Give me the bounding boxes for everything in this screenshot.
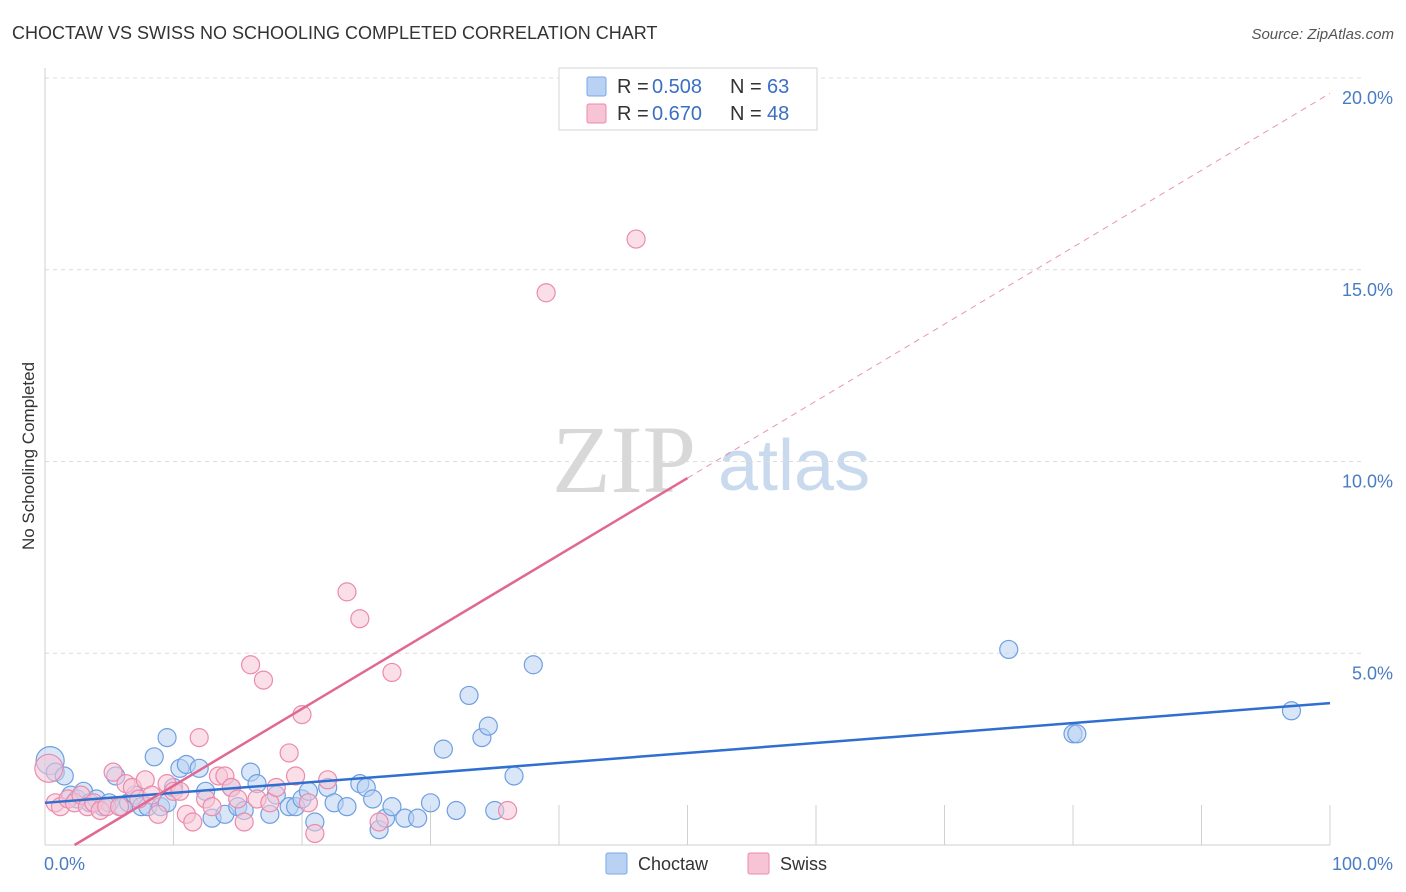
x-tick-labels: 0.0% 100.0% bbox=[44, 854, 1393, 874]
trend-lines bbox=[44, 92, 1331, 847]
swiss-point-35 bbox=[266, 777, 286, 798]
choctaw-point-16 bbox=[144, 747, 164, 767]
swiss-point-44 bbox=[369, 812, 389, 832]
legend-n-value-swiss: 48 bbox=[767, 103, 789, 125]
swiss-point-39 bbox=[298, 793, 319, 813]
scatter-points bbox=[34, 229, 1302, 844]
swiss-point-36 bbox=[279, 743, 299, 763]
swiss-point-30 bbox=[234, 812, 254, 832]
bottom-legend-swatch-choctaw bbox=[605, 852, 628, 875]
swiss-point-23 bbox=[189, 728, 209, 748]
choctaw-point-58 bbox=[157, 728, 177, 748]
y-tick-label-3: 20.0% bbox=[1342, 88, 1393, 108]
watermark-atlas: atlas bbox=[718, 426, 870, 506]
legend-r-label-choctaw: R = bbox=[617, 76, 649, 98]
bottom-legend-label-swiss: Swiss bbox=[780, 854, 827, 874]
choctaw-point-54 bbox=[478, 716, 498, 736]
swiss-point-47 bbox=[536, 283, 556, 303]
choctaw-point-51 bbox=[446, 800, 466, 821]
swiss-point-17 bbox=[148, 804, 168, 824]
bottom-legend-label-choctaw: Choctaw bbox=[638, 854, 709, 874]
watermark-zip: ZIP bbox=[552, 406, 696, 513]
x-tick-label-min: 0.0% bbox=[44, 854, 85, 874]
choctaw-point-59 bbox=[999, 639, 1019, 660]
swiss-point-42 bbox=[337, 582, 357, 602]
chart-source: Source: ZipAtlas.com bbox=[1251, 26, 1394, 43]
swiss-point-10 bbox=[103, 762, 123, 782]
swiss-point-31 bbox=[241, 655, 261, 675]
x-tick-label-max: 100.0% bbox=[1332, 854, 1393, 874]
y-axis-label: No Schooling Completed bbox=[19, 362, 38, 550]
choctaw-point-46 bbox=[382, 797, 402, 817]
choctaw-point-50 bbox=[433, 739, 453, 759]
swiss-point-22 bbox=[183, 812, 203, 832]
legend-swatch-choctaw bbox=[586, 76, 607, 97]
choctaw-point-43 bbox=[363, 789, 383, 809]
swiss-point-40 bbox=[305, 823, 325, 844]
legend-r-label-swiss: R = bbox=[617, 103, 649, 125]
swiss-point-46 bbox=[498, 800, 518, 821]
y-tick-label-1: 10.0% bbox=[1342, 472, 1393, 492]
series-legend: Choctaw Swiss bbox=[605, 852, 827, 875]
swiss-point-29 bbox=[228, 789, 248, 809]
chart-title: CHOCTAW VS SWISS NO SCHOOLING COMPLETED … bbox=[12, 23, 657, 43]
swiss-point-43 bbox=[350, 609, 370, 629]
legend-r-value-choctaw: 0.508 bbox=[652, 76, 702, 98]
swiss-point-0 bbox=[34, 753, 64, 783]
swiss-point-37 bbox=[285, 766, 306, 786]
legend-swatch-swiss bbox=[586, 103, 607, 124]
swiss-point-33 bbox=[253, 670, 274, 690]
swiss-point-45 bbox=[382, 662, 402, 683]
legend-n-label-swiss: N = bbox=[730, 103, 762, 125]
stats-legend: R = 0.508 N = 63 R = 0.670 N = 48 bbox=[558, 67, 818, 131]
y-tick-label-2: 15.0% bbox=[1342, 280, 1393, 300]
choctaw-point-48 bbox=[408, 808, 428, 828]
legend-r-value-swiss: 0.670 bbox=[652, 103, 702, 125]
swiss-point-25 bbox=[202, 797, 222, 817]
y-tick-labels: 5.0% 10.0% 15.0% 20.0% bbox=[1342, 88, 1393, 683]
legend-n-label-choctaw: N = bbox=[730, 76, 762, 98]
choctaw-point-56 bbox=[504, 766, 524, 786]
grid-lines bbox=[45, 77, 1365, 654]
swiss-trend-line bbox=[73, 476, 689, 847]
choctaw-point-49 bbox=[420, 793, 441, 813]
choctaw-point-61 bbox=[1067, 724, 1087, 744]
swiss-point-48 bbox=[626, 229, 646, 249]
choctaw-point-52 bbox=[459, 685, 479, 706]
legend-n-value-choctaw: 63 bbox=[767, 76, 789, 98]
choctaw-point-57 bbox=[523, 655, 543, 675]
y-tick-label-0: 5.0% bbox=[1352, 663, 1393, 683]
bottom-legend-swatch-swiss bbox=[747, 852, 770, 875]
axes bbox=[44, 68, 1331, 846]
swiss-trend-extension bbox=[687, 92, 1331, 479]
choctaw-trend-line bbox=[44, 701, 1331, 805]
choctaw-point-40 bbox=[337, 797, 357, 817]
